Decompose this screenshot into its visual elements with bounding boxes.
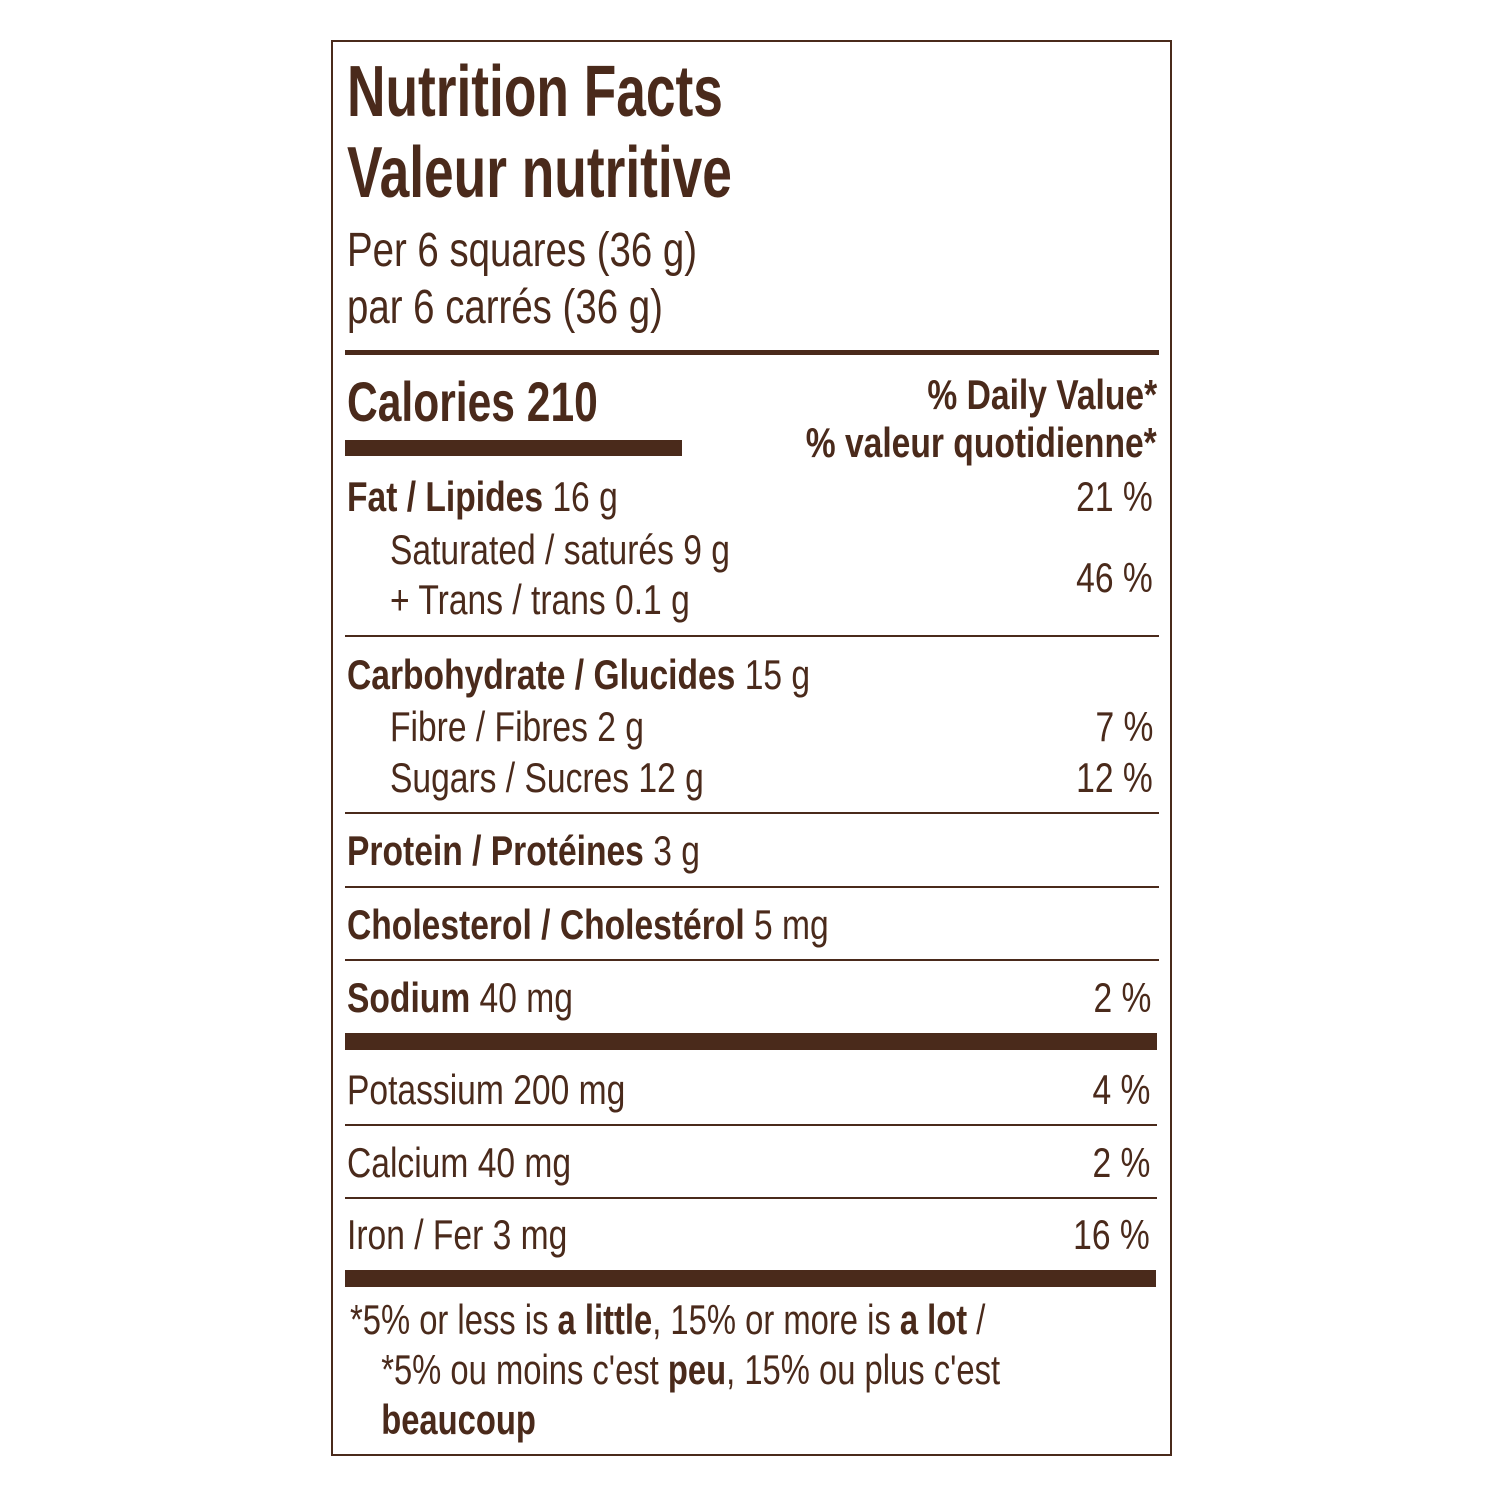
amount: 3 mg	[492, 1211, 568, 1258]
carbohydrate-row: Carbohydrate / Glucides 15 g	[347, 654, 810, 696]
title-fr: Valeur nutritive	[347, 133, 732, 213]
rule	[345, 350, 1159, 355]
potassium-row: Potassium 200 mg	[347, 1069, 625, 1111]
amount: 40 mg	[479, 974, 573, 1021]
amount: 12 g	[638, 754, 704, 801]
nutrient: Protein / Protéines	[347, 827, 644, 874]
footnote-segment: beaucoup	[381, 1396, 536, 1443]
rule	[345, 886, 1159, 888]
fibre-row: Fibre / Fibres 2 g	[390, 706, 644, 748]
fat-row: Fat / Lipides 16 g	[347, 476, 618, 518]
dv: 4 %	[1092, 1066, 1150, 1113]
serving: Per 6 squares (36 g)	[347, 224, 698, 277]
nutrient: Fat / Lipides	[347, 473, 544, 520]
rule	[345, 1033, 1157, 1050]
rule	[345, 1270, 1156, 1287]
amount: 3 g	[653, 827, 700, 874]
daily-value-fr: % valeur quotidienne*	[806, 419, 1157, 466]
amount: 5 mg	[754, 901, 829, 948]
calories: Calories 210	[347, 374, 598, 430]
calories-label: Calories	[347, 370, 515, 433]
dv: 2 %	[1093, 974, 1151, 1021]
footnote-segment: , 15% or more is	[652, 1296, 900, 1343]
iron-row: Iron / Fer 3 mg	[347, 1214, 567, 1256]
rule	[345, 959, 1159, 961]
footnote-segment: / *5% ou moins c'est	[381, 1296, 995, 1393]
dv: 16 %	[1073, 1211, 1150, 1258]
nutrient: Carbohydrate / Glucides	[347, 651, 736, 698]
rule	[345, 812, 1159, 814]
saturated-row: Saturated / saturés 9 g	[390, 529, 730, 571]
amount: 15 g	[744, 651, 811, 698]
dv: 2 %	[1092, 1139, 1150, 1186]
amount: 16 g	[552, 473, 618, 520]
serving-fr: par 6 carrés (36 g)	[347, 281, 663, 334]
protein-row: Protein / Protéines 3 g	[347, 830, 700, 872]
dv: 12 %	[1076, 754, 1153, 801]
nutrient: Calcium	[347, 1139, 469, 1186]
calcium-row: Calcium 40 mg	[347, 1142, 571, 1184]
footnote-segment: peu	[667, 1346, 727, 1393]
nutrient: Sodium	[347, 974, 471, 1021]
nutrient: Fibre / Fibres	[390, 703, 588, 750]
footnote: *5% or less is a little, 15% or more is …	[350, 1295, 1052, 1445]
trans-row: + Trans / trans 0.1 g	[390, 579, 690, 621]
dv: 21 %	[1076, 473, 1153, 520]
nutrient: + Trans / trans	[390, 576, 606, 623]
rule	[345, 440, 682, 456]
nutrient: Iron / Fer	[347, 1211, 484, 1258]
title: Nutrition Facts	[347, 52, 723, 132]
amount: 9 g	[683, 526, 730, 573]
amount: 0.1 g	[615, 576, 690, 623]
nutrient: Saturated / saturés	[390, 526, 674, 573]
amount: 40 mg	[477, 1139, 572, 1186]
sodium-row: Sodium 40 mg	[347, 977, 573, 1019]
nutrient: Potassium	[347, 1066, 504, 1113]
nutrient: Sugars / Sucres	[390, 754, 630, 801]
rule	[345, 1197, 1157, 1199]
amount: 200 mg	[513, 1066, 626, 1113]
sugars-row: Sugars / Sucres 12 g	[390, 757, 704, 799]
footnote-segment: , 15% ou plus c'est	[726, 1346, 1010, 1393]
label-border	[331, 40, 1172, 1456]
dv: 7 %	[1095, 703, 1153, 750]
rule	[345, 635, 1159, 637]
dv: 46 %	[1076, 554, 1153, 601]
daily-value: % Daily Value*	[927, 371, 1157, 418]
amount: 2 g	[597, 703, 644, 750]
cholesterol-row: Cholesterol / Cholestérol 5 mg	[347, 904, 829, 946]
rule	[345, 1124, 1157, 1126]
footnote-segment: a lot	[899, 1296, 968, 1343]
footnote-segment: a little	[557, 1296, 653, 1343]
footnote-segment: *5% or less is	[350, 1296, 558, 1343]
calories-value: 210	[526, 370, 598, 433]
nutrient: Cholesterol / Cholestérol	[347, 901, 745, 948]
